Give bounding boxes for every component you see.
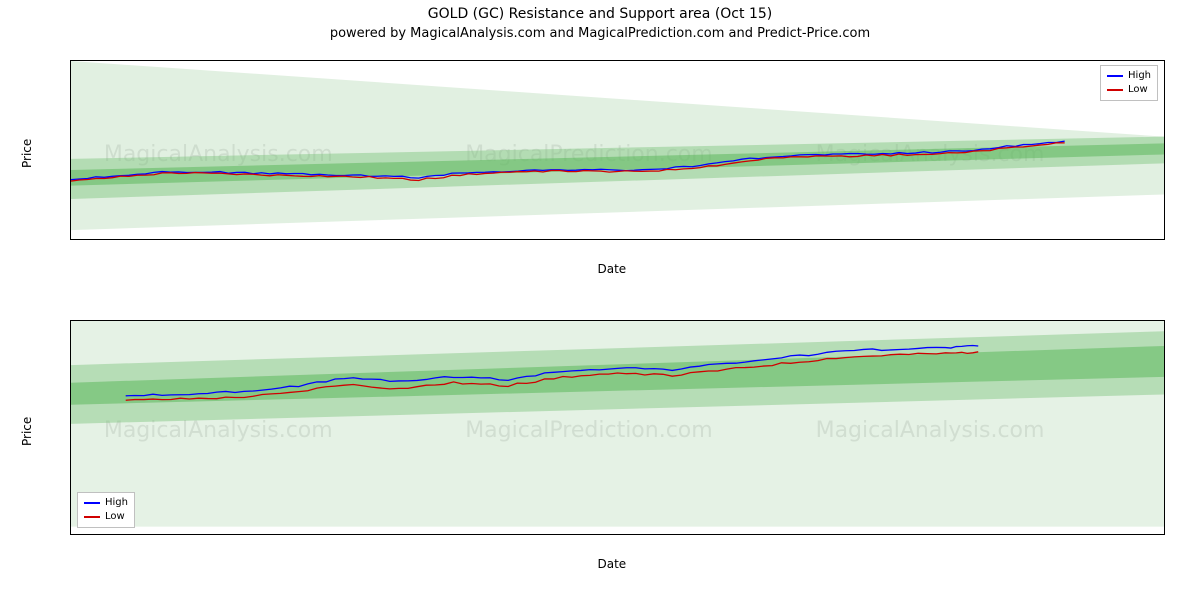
top-plot-area: 10002000300040002023-032023-052023-07202…: [70, 60, 1165, 240]
x-tick-label: 2024-06-15: [86, 534, 144, 535]
legend-swatch: [1107, 75, 1123, 77]
x-tick-label: 2024-09: [971, 239, 1013, 240]
legend-item: High: [84, 496, 128, 510]
x-tick-label: 2024-07-01: [195, 534, 253, 535]
legend-label: High: [105, 496, 128, 510]
x-tick-label: 2024-08-01: [414, 534, 472, 535]
x-tick-label: 2023-03: [75, 239, 117, 240]
x-tick-label: 2023-09: [374, 239, 416, 240]
bottom-legend: HighLow: [77, 492, 135, 528]
x-tick-label: 2023-07: [274, 239, 316, 240]
x-tick-label: 2024-09-01: [633, 534, 691, 535]
x-tick-label: 2024-05: [772, 239, 814, 240]
x-tick-label: 2024-01: [573, 239, 615, 240]
chart-subtitle: powered by MagicalAnalysis.com and Magic…: [0, 22, 1200, 43]
top-legend: HighLow: [1100, 65, 1158, 101]
x-tick-label: 2024-11-01: [1071, 534, 1129, 535]
bottom-svg: [71, 321, 1164, 534]
legend-swatch: [84, 502, 100, 504]
legend-item: High: [1107, 69, 1151, 83]
x-tick-label: 2023-05: [175, 239, 217, 240]
x-tick-label: 2024-10-01: [852, 534, 910, 535]
x-tick-label: 2024-09-15: [743, 534, 801, 535]
bottom-plot-area: 1500175020002250250027502024-06-152024-0…: [70, 320, 1165, 535]
legend-swatch: [1107, 89, 1123, 91]
x-tick-label: 2024-07: [871, 239, 913, 240]
top-xlabel: Date: [598, 262, 627, 276]
x-tick-label: 2024-08-15: [524, 534, 582, 535]
bottom-ylabel: Price: [20, 416, 34, 445]
legend-label: High: [1128, 69, 1151, 83]
legend-label: Low: [105, 510, 125, 524]
legend-swatch: [84, 516, 100, 518]
legend-item: Low: [84, 510, 128, 524]
bottom-xlabel: Date: [598, 557, 627, 571]
x-tick-label: 2024-03: [672, 239, 714, 240]
x-tick-label: 2023-11: [473, 239, 515, 240]
legend-label: Low: [1128, 83, 1148, 97]
x-tick-label: 2024-11: [1070, 239, 1112, 240]
legend-item: Low: [1107, 83, 1151, 97]
top-ylabel: Price: [20, 139, 34, 168]
top-svg: [71, 61, 1164, 239]
chart-title: GOLD (GC) Resistance and Support area (O…: [0, 0, 1200, 22]
x-tick-label: 2024-10-15: [962, 534, 1020, 535]
x-tick-label: 2024-07-15: [305, 534, 363, 535]
